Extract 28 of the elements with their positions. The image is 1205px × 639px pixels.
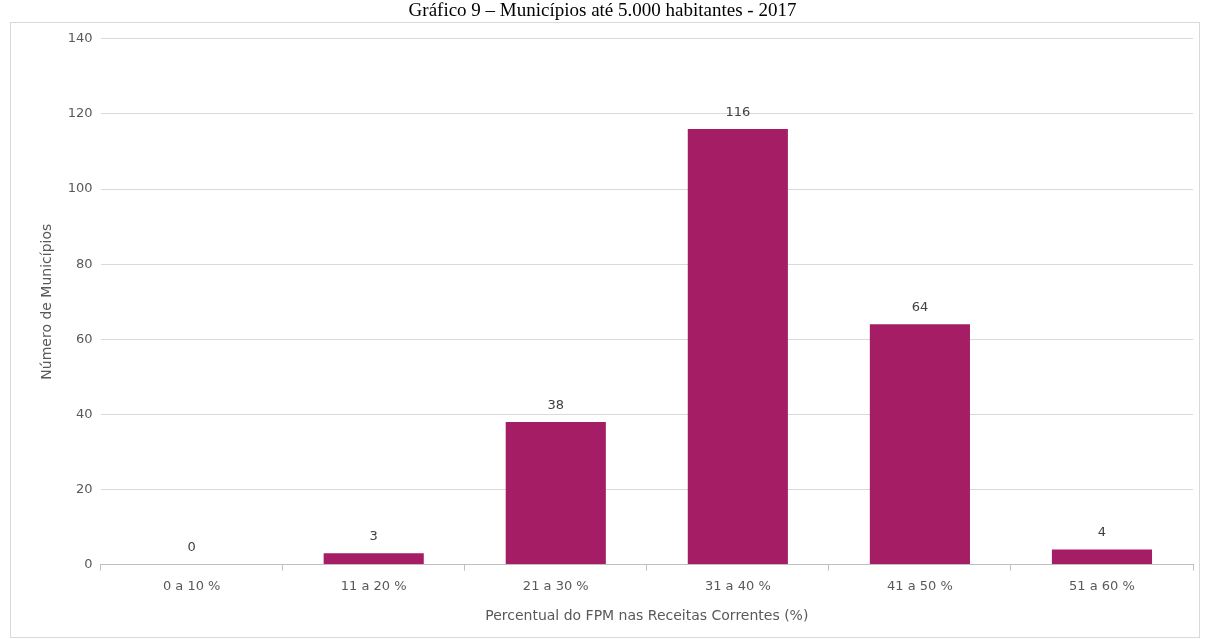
- x-tick-label: 51 a 60 %: [1069, 577, 1135, 593]
- chart-title: Gráfico 9 – Municípios até 5.000 habitantes - 2017: [407, 0, 798, 20]
- y-tick-label: 120: [67, 105, 93, 121]
- y-tick-label: 140: [67, 30, 93, 46]
- bar: [687, 128, 788, 565]
- data-label: 116: [725, 103, 751, 119]
- y-axis-title: Número de Municípios: [38, 223, 55, 380]
- y-tick-label: 80: [76, 255, 93, 271]
- data-label: 3: [369, 528, 378, 544]
- x-tick-label: 41 a 50 %: [887, 577, 953, 593]
- bar: [505, 421, 606, 565]
- x-tick-label: 0 a 10 %: [162, 577, 221, 593]
- data-label: 38: [547, 396, 565, 412]
- x-tick-label: 21 a 30 %: [522, 577, 589, 593]
- bar: [323, 553, 424, 565]
- data-label: 0: [187, 539, 196, 555]
- y-tick-label: 0: [84, 555, 93, 571]
- y-tick-label: 20: [76, 480, 93, 496]
- x-tick-label: 11 a 20 %: [340, 577, 407, 593]
- y-tick-label: 100: [67, 180, 93, 196]
- data-label: 4: [1097, 524, 1107, 540]
- y-tick-label: 40: [76, 405, 93, 421]
- x-tick-label: 31 a 40 %: [704, 577, 771, 593]
- x-axis-title: Percentual do FPM nas Receitas Correntes (%): [485, 607, 809, 624]
- data-label: 64: [911, 299, 929, 315]
- bar: [869, 324, 970, 565]
- bar: [1051, 549, 1153, 565]
- y-tick-label: 60: [76, 330, 93, 346]
